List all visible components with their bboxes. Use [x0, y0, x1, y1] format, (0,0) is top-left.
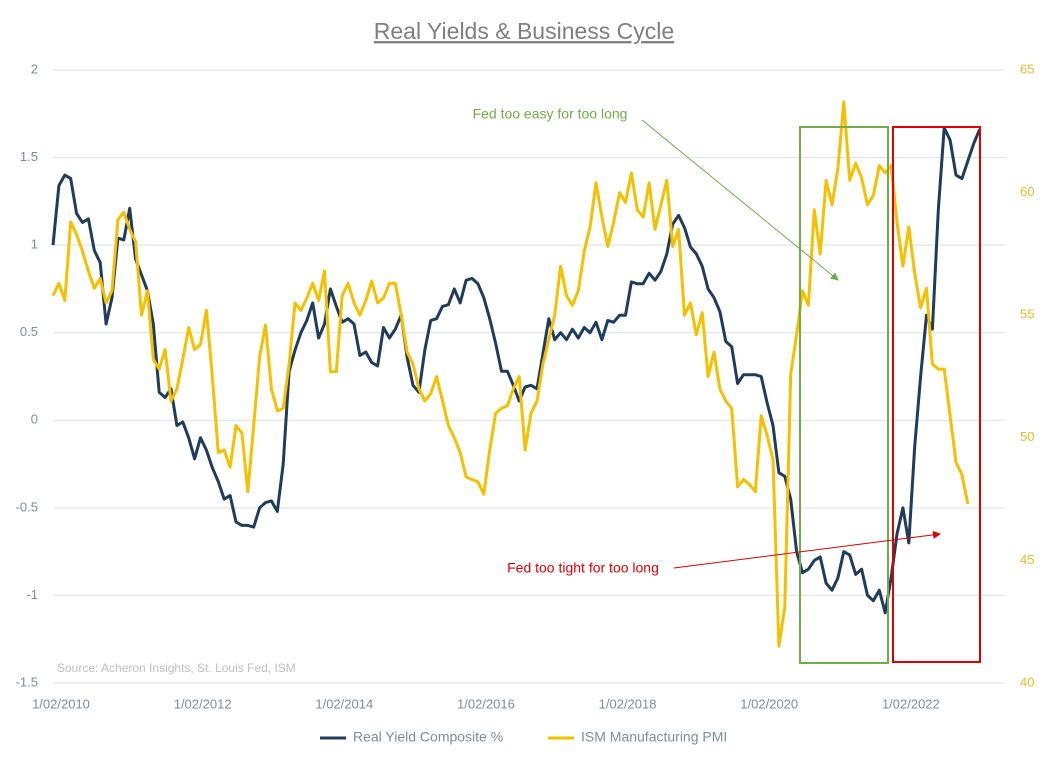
x-tick-label: 1/02/2020 — [740, 696, 798, 711]
y2-tick-label: 40 — [1020, 674, 1034, 689]
y2-tick-label: 65 — [1020, 61, 1034, 76]
easy-arrow — [641, 119, 839, 281]
legend-label: Real Yield Composite % — [353, 729, 503, 745]
y-tick-label: 2 — [31, 61, 38, 76]
y2-tick-label: 55 — [1020, 307, 1034, 322]
y-tick-label: 1.5 — [20, 149, 38, 164]
chart-title: Real Yields & Business Cycle — [374, 18, 674, 44]
y-tick-label: -1.5 — [16, 674, 38, 689]
annotation: Fed too easy for too long — [473, 106, 628, 122]
tight-arrow — [673, 530, 941, 569]
y2-tick-label: 60 — [1020, 184, 1034, 199]
series-line — [51, 126, 981, 615]
y-tick-label: 0.5 — [20, 324, 38, 339]
y-tick-label: -1 — [26, 587, 38, 602]
y2-tick-label: 50 — [1020, 429, 1034, 444]
annotation: Fed too tight for too long — [507, 560, 659, 576]
grid — [53, 69, 1005, 684]
y-tick-label: -0.5 — [16, 499, 38, 514]
source: Source: Acheron Insights, St. Louis Fed,… — [57, 661, 296, 675]
easy-box — [799, 126, 889, 664]
y2-tick-label: 45 — [1020, 552, 1034, 567]
x-tick-label: 1/02/2022 — [882, 696, 940, 711]
lines — [51, 100, 981, 648]
x-tick-label: 1/02/2014 — [315, 696, 373, 711]
x-tick-label: 1/02/2018 — [599, 696, 657, 711]
y-tick-label: 1 — [31, 237, 38, 252]
series-line — [51, 100, 970, 648]
legend-label: ISM Manufacturing PMI — [581, 729, 727, 745]
tight-box — [892, 126, 981, 663]
x-tick-label: 1/02/2016 — [457, 696, 515, 711]
x-tick-label: 1/02/2012 — [174, 696, 232, 711]
x-tick-label: 1/02/2010 — [32, 696, 90, 711]
y-tick-label: 0 — [31, 412, 38, 427]
